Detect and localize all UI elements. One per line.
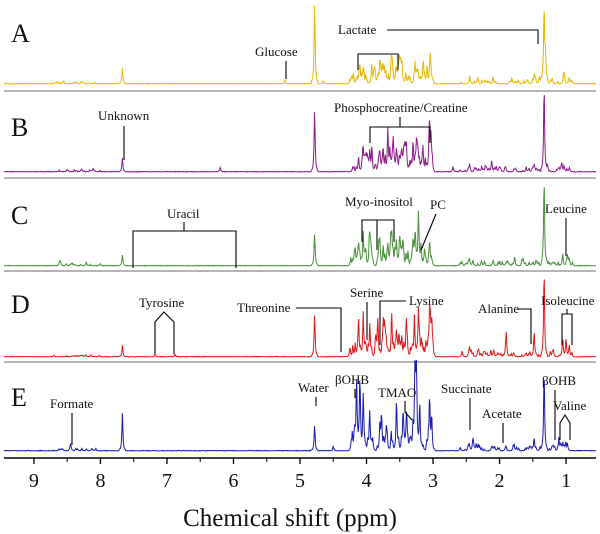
valine-bracket <box>559 413 571 440</box>
lactate-leader-left <box>357 53 399 70</box>
x-tick-label-8: 8 <box>95 470 105 492</box>
annotation-glucose: Glucose <box>255 44 298 59</box>
x-tick-label-3: 3 <box>428 470 438 492</box>
spectrum-b <box>3 94 597 173</box>
lysine-leader <box>379 300 406 345</box>
x-tick-label-2: 2 <box>495 470 505 492</box>
annotation-succinate: Succinate <box>441 381 492 396</box>
annotation-formate: Formate <box>50 396 94 411</box>
x-axis-title: Chemical shift (ppm) <box>183 505 397 532</box>
myo-inositol-bracket <box>361 219 395 242</box>
annotation-lysine: Lysine <box>409 293 444 308</box>
annotation-tmao: TMAO <box>378 385 416 400</box>
spectrum-c <box>4 187 597 267</box>
annotation-isoleucine: Isoleucine <box>541 293 595 308</box>
spectrum-d <box>3 279 596 358</box>
pc-leader <box>420 213 437 251</box>
spectrum-e <box>4 359 597 452</box>
annotation-myo-inositol: Myo-inositol <box>345 194 413 209</box>
annotation-pc: PC <box>430 197 446 212</box>
annotation-phosphocreatine-creatine: Phosphocreatine/Creatine <box>334 100 468 115</box>
x-tick-label-1: 1 <box>561 470 571 492</box>
threonine-leader <box>296 307 342 352</box>
phosphocreatine-bracket <box>369 126 431 143</box>
annotation-valine: Valine <box>553 398 586 413</box>
alanine-leader <box>518 308 532 344</box>
annotation-threonine: Threonine <box>237 300 291 315</box>
x-tick-label-5: 5 <box>295 470 305 492</box>
annotation-acetate: Acetate <box>482 406 522 421</box>
annotation-unknown: Unknown <box>98 108 150 123</box>
x-tick-label-7: 7 <box>162 470 172 492</box>
lactate-leader-right <box>387 29 539 44</box>
annotation-lactate: Lactate <box>338 22 376 37</box>
tyrosine-bracket <box>154 311 175 354</box>
panel-label-a: A <box>11 19 30 48</box>
x-tick-label-9: 9 <box>29 470 39 492</box>
panel-label-e: E <box>11 383 27 412</box>
annotation-leucine: Leucine <box>545 201 587 216</box>
spectrum-a <box>3 5 596 85</box>
annotation-bohb-right: βOHB <box>542 373 576 388</box>
annotation-water: Water <box>298 380 329 395</box>
panel-label-d: D <box>11 290 30 319</box>
tmao-leader <box>404 401 413 421</box>
panel-label-b: B <box>11 113 28 142</box>
annotation-uracil: Uracil <box>167 206 200 221</box>
annotation-serine: Serine <box>350 285 383 300</box>
annotation-bohb-left: βOHB <box>335 372 369 387</box>
x-tick-label-6: 6 <box>228 470 238 492</box>
isoleucine-bracket <box>561 313 573 345</box>
x-axis-ticks: 9 8 7 6 5 4 3 2 1 <box>29 458 571 492</box>
uracil-bracket <box>132 230 237 268</box>
annotation-tyrosine: Tyrosine <box>139 295 185 310</box>
x-tick-label-4: 4 <box>362 470 372 492</box>
annotation-alanine: Alanine <box>478 301 519 316</box>
panel-label-c: C <box>11 201 28 230</box>
